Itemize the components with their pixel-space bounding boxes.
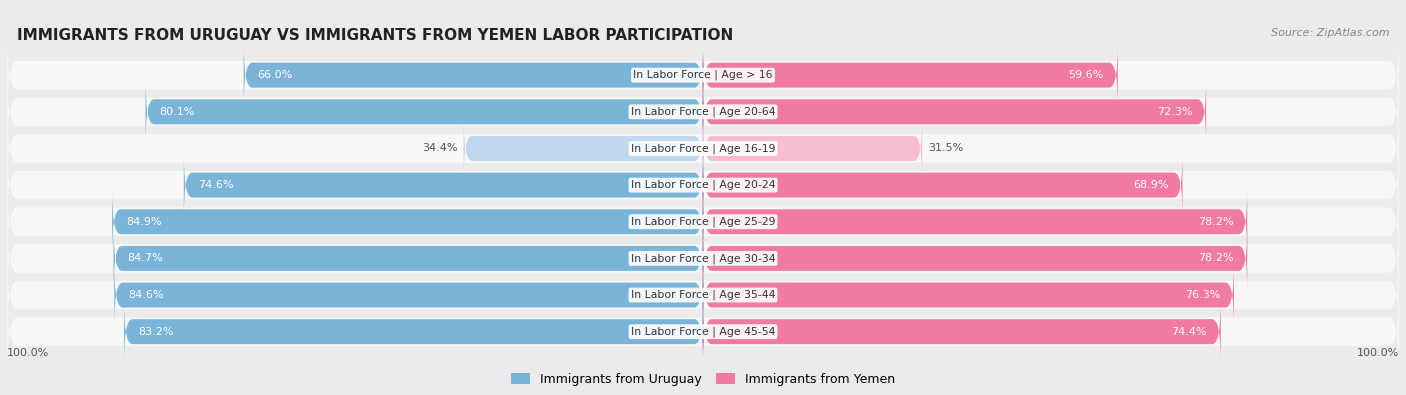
FancyBboxPatch shape [7, 218, 1399, 299]
Text: In Labor Force | Age 20-24: In Labor Force | Age 20-24 [631, 180, 775, 190]
FancyBboxPatch shape [124, 300, 703, 363]
Text: 84.9%: 84.9% [127, 217, 162, 227]
Text: 78.2%: 78.2% [1198, 253, 1233, 263]
Text: 84.7%: 84.7% [128, 253, 163, 263]
FancyBboxPatch shape [112, 190, 703, 253]
Text: 80.1%: 80.1% [159, 107, 195, 117]
Text: In Labor Force | Age 16-19: In Labor Force | Age 16-19 [631, 143, 775, 154]
FancyBboxPatch shape [703, 117, 922, 180]
Text: 100.0%: 100.0% [1357, 348, 1399, 358]
FancyBboxPatch shape [7, 108, 1399, 189]
FancyBboxPatch shape [184, 154, 703, 216]
Text: 66.0%: 66.0% [257, 70, 292, 80]
FancyBboxPatch shape [703, 80, 1206, 143]
FancyBboxPatch shape [7, 291, 1399, 372]
Text: In Labor Force | Age 25-29: In Labor Force | Age 25-29 [631, 216, 775, 227]
Text: 83.2%: 83.2% [138, 327, 173, 337]
Legend: Immigrants from Uruguay, Immigrants from Yemen: Immigrants from Uruguay, Immigrants from… [510, 373, 896, 386]
FancyBboxPatch shape [703, 154, 1182, 216]
Text: 100.0%: 100.0% [7, 348, 49, 358]
Text: 78.2%: 78.2% [1198, 217, 1233, 227]
Text: Source: ZipAtlas.com: Source: ZipAtlas.com [1271, 28, 1389, 38]
FancyBboxPatch shape [7, 145, 1399, 226]
Text: 68.9%: 68.9% [1133, 180, 1168, 190]
Text: 74.6%: 74.6% [198, 180, 233, 190]
Text: 76.3%: 76.3% [1185, 290, 1220, 300]
FancyBboxPatch shape [146, 80, 703, 143]
FancyBboxPatch shape [464, 117, 703, 180]
FancyBboxPatch shape [7, 71, 1399, 152]
Text: 84.6%: 84.6% [128, 290, 163, 300]
Text: 74.4%: 74.4% [1171, 327, 1206, 337]
FancyBboxPatch shape [703, 44, 1118, 107]
Text: In Labor Force | Age 45-54: In Labor Force | Age 45-54 [631, 326, 775, 337]
Text: IMMIGRANTS FROM URUGUAY VS IMMIGRANTS FROM YEMEN LABOR PARTICIPATION: IMMIGRANTS FROM URUGUAY VS IMMIGRANTS FR… [17, 28, 733, 43]
Text: 59.6%: 59.6% [1069, 70, 1104, 80]
Text: In Labor Force | Age 30-34: In Labor Force | Age 30-34 [631, 253, 775, 263]
FancyBboxPatch shape [703, 227, 1247, 290]
FancyBboxPatch shape [703, 300, 1220, 363]
FancyBboxPatch shape [7, 254, 1399, 336]
Text: In Labor Force | Age 20-64: In Labor Force | Age 20-64 [631, 107, 775, 117]
FancyBboxPatch shape [7, 181, 1399, 262]
Text: 31.5%: 31.5% [928, 143, 963, 154]
FancyBboxPatch shape [703, 190, 1247, 253]
FancyBboxPatch shape [114, 263, 703, 327]
FancyBboxPatch shape [7, 34, 1399, 116]
Text: 34.4%: 34.4% [423, 143, 458, 154]
Text: 72.3%: 72.3% [1157, 107, 1192, 117]
FancyBboxPatch shape [243, 44, 703, 107]
FancyBboxPatch shape [703, 263, 1234, 327]
Text: In Labor Force | Age 35-44: In Labor Force | Age 35-44 [631, 290, 775, 300]
Text: In Labor Force | Age > 16: In Labor Force | Age > 16 [633, 70, 773, 81]
FancyBboxPatch shape [114, 227, 703, 290]
